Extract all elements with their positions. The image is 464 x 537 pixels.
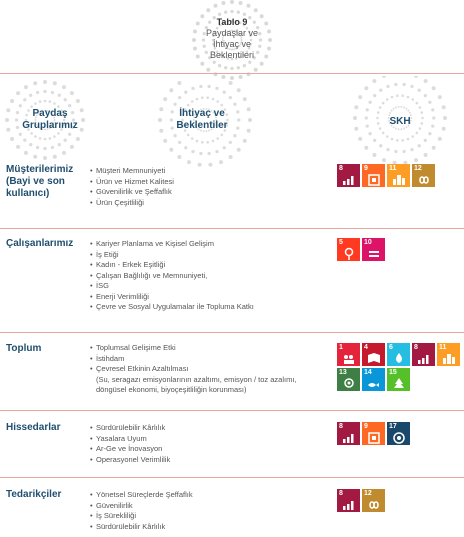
table-title-line-1: Paydaşlar ve [205, 28, 259, 38]
list-item: • Yönetsel Süreçlerde Şeffaflık [90, 490, 193, 499]
list-item: • Sürdürülebilir Kârlılık [90, 423, 166, 432]
sdg-goal-8-icon: 8 [412, 343, 435, 366]
sdg-icons-suppliers: 8 12 [337, 489, 447, 512]
sdg-icons-customers: 8 9 11 12 [337, 164, 447, 187]
stakeholder-suppliers-line-1: Tedarikçiler [6, 489, 62, 500]
needs-list-suppliers: • Yönetsel Süreçlerde Şeffaflık • Güvenili… [90, 490, 335, 532]
stakeholder-customers-line-3: kullanıcı) [6, 188, 50, 199]
stakeholder-society-line-1: Toplum [6, 343, 42, 354]
row-divider [0, 228, 464, 229]
sdg-goal-1-icon: 1 [337, 343, 360, 366]
sdg-goal-9-icon: 9 [362, 164, 385, 187]
column-header-needs: İhtiyaç ve Beklentiler [160, 108, 244, 132]
list-item: döngüsel ekonomi, biyoçeşitliliğin korun… [96, 385, 247, 394]
sdg-goal-4-icon: 4 [362, 343, 385, 366]
needs-list-society: • Toplumsal Gelişime Etki • İstihdam • Çevr… [90, 343, 335, 396]
list-item: • Sürdürülebilir Kârlılık [90, 521, 166, 531]
table-title: Tablo 9 Paydaşlar ve İhtiyaç ve Beklenti… [182, 17, 282, 61]
needs-list-shareholders: • Sürdürülebilir Kârlılık • Yasalara Uyum … [90, 423, 335, 465]
sdg-goal-12-icon: 12 [412, 164, 435, 187]
column-header-stakeholders-line-2: Gruplarımız [22, 120, 78, 131]
sdg-goal-9-icon: 9 [362, 422, 385, 445]
row-divider [0, 477, 464, 478]
table-number: Tablo 9 [216, 17, 248, 27]
header-divider [0, 73, 464, 74]
sdg-icons-shareholders: 8 9 17 [337, 422, 447, 445]
list-item: • Operasyonel Verimlilik [90, 454, 171, 464]
list-item: • Ar-Ge ve İnovasyon [90, 444, 163, 453]
sdg-goal-17-icon: 17 [387, 422, 410, 445]
stakeholder-suppliers: Tedarikçiler [6, 489, 61, 501]
stakeholder-employees-line-1: Çalışanlarımız [6, 238, 74, 249]
list-item: • Ürün ve Hizmet Kalitesi [90, 176, 174, 186]
needs-list-employees: • Kariyer Planlama ve Kişisel Gelişim • İş… [90, 239, 335, 313]
list-item: • Kariyer Planlama ve Kişisel Gelişim [90, 239, 214, 248]
sdg-goal-11-icon: 11 [437, 343, 460, 366]
list-item: • İş Etiği [90, 249, 119, 259]
sdg-goal-14-icon: 14 [362, 368, 385, 391]
row-divider [0, 410, 464, 411]
list-item: • İstihdam [90, 353, 125, 363]
column-header-stakeholders: Paydaş Gruplarımız [14, 108, 86, 132]
column-header-sdg: SKH [389, 116, 411, 127]
sdg-goal-11-icon: 11 [387, 164, 410, 187]
list-item: • İSG [90, 281, 109, 290]
sdg-goal-12-icon: 12 [362, 489, 385, 512]
stakeholder-shareholders-line-1: Hissedarlar [6, 422, 61, 433]
table-title-line-3: Beklentileri [209, 50, 255, 60]
list-item: • Ürün Çeşitliliği [90, 197, 144, 207]
sdg-goal-10-icon: 10 [362, 238, 385, 261]
column-header-stakeholders-line-1: Paydaş [32, 108, 68, 119]
column-header-needs-line-2: Beklentiler [176, 120, 228, 131]
stakeholder-employees: Çalışanlarımız [6, 238, 73, 250]
sdg-goal-15-icon: 15 [387, 368, 410, 391]
sdg-goal-8-icon: 8 [337, 489, 360, 512]
stakeholder-customers: Müşterilerimiz (Bayi ve son kullanıcı) [6, 164, 73, 200]
list-item: (Su, seragazı emisyonlarının azaltımı, e… [96, 374, 297, 384]
stakeholder-society: Toplum [6, 343, 41, 355]
list-item: • Enerji Verimliliği [90, 291, 149, 301]
row-divider [0, 332, 464, 333]
sdg-goal-6-icon: 6 [387, 343, 410, 366]
table-title-line-2: İhtiyaç ve [212, 39, 252, 49]
sdg-icons-society: 1 4 6 8 11 13 14 15 [337, 343, 461, 391]
stakeholder-shareholders: Hissedarlar [6, 422, 60, 434]
list-item: • Çevresel Etkinin Azaltılması [90, 364, 189, 373]
list-item: • Müşteri Memnuniyeti [90, 166, 166, 175]
column-header-needs-line-1: İhtiyaç ve [179, 108, 225, 119]
list-item: • Çevre ve Sosyal Uygulamalar ile Topluma… [90, 302, 254, 311]
sdg-goal-8-icon: 8 [337, 164, 360, 187]
list-item: • İş Sürekliliği [90, 511, 137, 520]
list-item: • Toplumsal Gelişime Etki [90, 343, 176, 352]
list-item: • Güvenilirlik [90, 500, 133, 510]
list-item: • Kadın - Erkek Eşitliği [90, 260, 166, 269]
stakeholder-customers-line-2: (Bayi ve son [6, 176, 65, 187]
sdg-icons-employees: 5 10 [337, 238, 447, 261]
sdg-goal-5-icon: 5 [337, 238, 360, 261]
sdg-goal-13-icon: 13 [337, 368, 360, 391]
list-item: • Güvenilirlik ve Şeffaflık [90, 187, 172, 196]
list-item: • Yasalara Uyum [90, 433, 147, 443]
list-item: • Çalışan Bağlılığı ve Memnuniyeti, [90, 270, 208, 280]
needs-list-customers: • Müşteri Memnuniyeti • Ürün ve Hizmet Kal… [90, 166, 335, 208]
stakeholder-customers-line-1: Müşterilerimiz [6, 164, 74, 175]
sdg-goal-8-icon: 8 [337, 422, 360, 445]
